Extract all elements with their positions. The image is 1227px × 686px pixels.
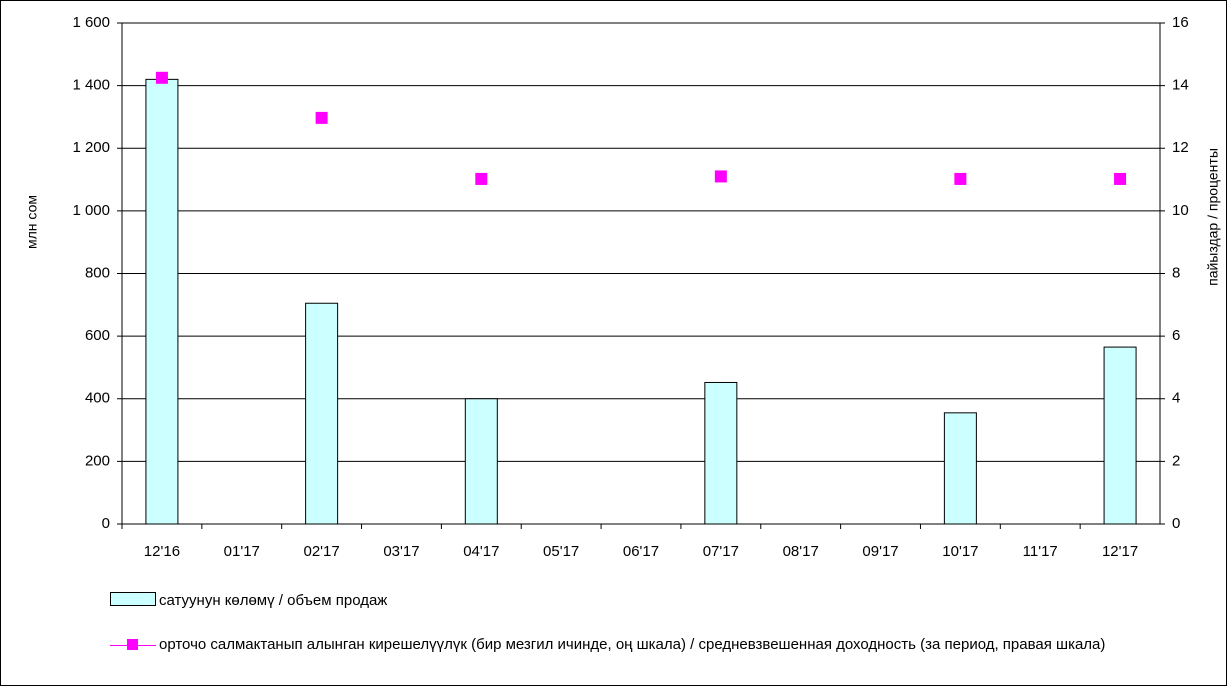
y2-tick-label: 12 (1172, 139, 1189, 156)
legend-label: сатуунун көлөмү / объем продаж (159, 592, 388, 609)
y-tick-label: 200 (85, 452, 110, 469)
legend-label: орточо салмактанып алынган кирешелүүлүк … (159, 636, 1106, 653)
x-tick-label: 09'17 (862, 543, 898, 560)
y2-tick-label: 8 (1172, 264, 1180, 281)
y2-tick-label: 16 (1172, 14, 1189, 31)
bar (145, 78, 179, 525)
marker (155, 71, 168, 84)
y2-tick-label: 6 (1172, 327, 1180, 344)
x-tick-label: 03'17 (383, 543, 419, 560)
legend-swatch-marker (127, 639, 138, 650)
y2-tick-label: 4 (1172, 390, 1180, 407)
y-tick-label: 800 (85, 264, 110, 281)
y-tick-label: 600 (85, 327, 110, 344)
x-tick-label: 07'17 (703, 543, 739, 560)
bar (704, 381, 738, 525)
x-tick-label: 11'17 (1023, 543, 1058, 560)
bar (305, 302, 339, 525)
x-tick-label: 06'17 (623, 543, 659, 560)
y2-tick-label: 10 (1172, 202, 1189, 219)
x-tick-label: 01'17 (224, 543, 260, 560)
marker (954, 172, 967, 185)
y-tick-label: 400 (85, 390, 110, 407)
legend-swatch (110, 592, 156, 606)
x-tick-label: 05'17 (543, 543, 579, 560)
y-tick-label: 1 000 (72, 202, 110, 219)
marker (475, 172, 488, 185)
x-tick-label: 02'17 (303, 543, 339, 560)
y-tick-label: 0 (102, 515, 110, 532)
bar (1103, 346, 1137, 525)
y2-axis-label: пайыздар / проценты (1205, 148, 1221, 286)
x-tick-label: 12'17 (1102, 543, 1138, 560)
y-tick-label: 1 400 (72, 77, 110, 94)
bar (943, 412, 977, 525)
y-axis-label: млн сом (24, 195, 40, 249)
marker (1114, 172, 1127, 185)
marker (315, 111, 328, 124)
y-tick-label: 1 600 (72, 14, 110, 31)
marker (714, 170, 727, 183)
y-tick-label: 1 200 (72, 139, 110, 156)
x-tick-label: 04'17 (463, 543, 499, 560)
y2-tick-label: 2 (1172, 452, 1180, 469)
legend-bar: сатуунун көлөмү / объем продаж (110, 590, 387, 612)
legend-line: орточо салмактанып алынган кирешелүүлүк … (110, 634, 1190, 656)
y2-tick-label: 14 (1172, 77, 1189, 94)
x-tick-label: 08'17 (783, 543, 819, 560)
y2-tick-label: 0 (1172, 515, 1180, 532)
x-tick-label: 12'16 (144, 543, 180, 560)
x-tick-label: 10'17 (942, 543, 978, 560)
bar (464, 398, 498, 525)
